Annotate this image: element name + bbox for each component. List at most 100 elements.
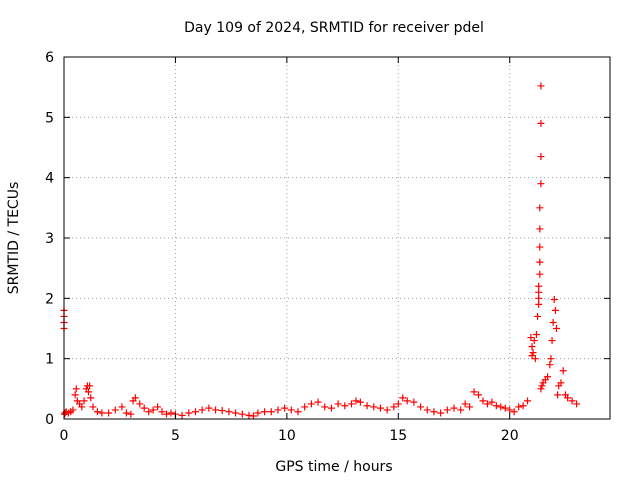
data-point [531, 355, 539, 363]
data-point [85, 388, 93, 396]
x-axis-label: GPS time / hours [275, 459, 392, 475]
data-point [559, 367, 567, 375]
data-point [122, 409, 130, 417]
axis-ticks: 0 5 10 15 20 0 1 2 3 4 5 6 [45, 50, 610, 444]
data-point [501, 404, 509, 412]
data-point [89, 403, 97, 411]
data-point [327, 404, 335, 412]
data-point [466, 403, 474, 411]
data-point [548, 337, 556, 345]
data-point [376, 404, 384, 412]
data-point [515, 403, 523, 411]
data-point [205, 404, 213, 412]
y-tick-label: 1 [45, 352, 54, 368]
data-point [131, 394, 139, 402]
data-point [225, 408, 233, 416]
data-point [118, 403, 126, 411]
data-point [535, 294, 543, 302]
data-point [557, 379, 565, 387]
data-point [423, 406, 431, 414]
data-point [78, 403, 86, 411]
grid-lines [64, 57, 610, 419]
data-point [245, 411, 253, 419]
data-point [524, 397, 532, 405]
data-point [69, 406, 77, 414]
data-point [140, 404, 148, 412]
data-point [127, 410, 135, 418]
x-tick-label: 20 [501, 428, 519, 444]
data-point [528, 343, 536, 351]
data-point [483, 400, 491, 408]
data-point [403, 397, 411, 405]
data-point [535, 288, 543, 296]
data-point [510, 408, 518, 416]
data-point [178, 411, 186, 419]
data-point [528, 352, 536, 360]
y-tick-label: 2 [45, 291, 54, 307]
data-point [72, 385, 80, 393]
data-point [537, 180, 545, 188]
x-tick-label: 15 [389, 428, 407, 444]
data-point [356, 398, 364, 406]
data-point [450, 404, 458, 412]
data-point [198, 406, 206, 414]
data-point [443, 406, 451, 414]
data-point [390, 403, 398, 411]
data-point [549, 318, 557, 326]
data-point [527, 334, 535, 342]
x-tick-label: 0 [60, 428, 69, 444]
data-point [536, 270, 544, 278]
data-point [536, 204, 544, 212]
y-axis-label: SRMTID / TECUs [6, 182, 22, 295]
data-point [537, 119, 545, 127]
data-point [457, 406, 465, 414]
data-point [564, 394, 572, 402]
data-point [536, 225, 544, 233]
data-point [80, 397, 88, 405]
data-point [538, 382, 546, 390]
data-point [249, 412, 257, 420]
data-point [267, 408, 275, 416]
data-point [105, 409, 113, 417]
data-point [532, 331, 540, 339]
data-point [492, 402, 500, 410]
data-point [111, 406, 119, 414]
data-point [294, 408, 302, 416]
data-point [383, 406, 391, 414]
data-point [529, 349, 537, 357]
data-point [534, 312, 542, 320]
y-tick-label: 6 [45, 50, 54, 66]
data-point [218, 407, 226, 415]
data-point [553, 325, 561, 332]
data-point [537, 153, 545, 161]
data-point [430, 408, 438, 416]
data-point [551, 306, 559, 314]
data-point [554, 391, 562, 399]
data-point [530, 337, 538, 345]
data-point [497, 403, 505, 411]
data-point [519, 402, 527, 410]
data-point [287, 406, 295, 414]
data-point [470, 388, 478, 396]
data-point [537, 385, 545, 393]
data-point [149, 406, 157, 414]
data-point [461, 400, 469, 408]
data-point [573, 400, 581, 408]
data-point [136, 400, 144, 408]
data-point [86, 382, 94, 390]
data-point [154, 403, 162, 411]
data-point [314, 398, 322, 406]
y-tick-label: 3 [45, 231, 54, 247]
data-point [232, 409, 240, 417]
data-point [363, 402, 371, 410]
data-point [307, 400, 315, 408]
data-point [535, 282, 543, 290]
data-point [321, 403, 329, 411]
x-tick-label: 10 [278, 428, 296, 444]
data-point [544, 373, 552, 381]
data-point [254, 409, 262, 417]
data-point [394, 400, 402, 408]
data-point [568, 397, 576, 405]
data-point [341, 402, 349, 410]
